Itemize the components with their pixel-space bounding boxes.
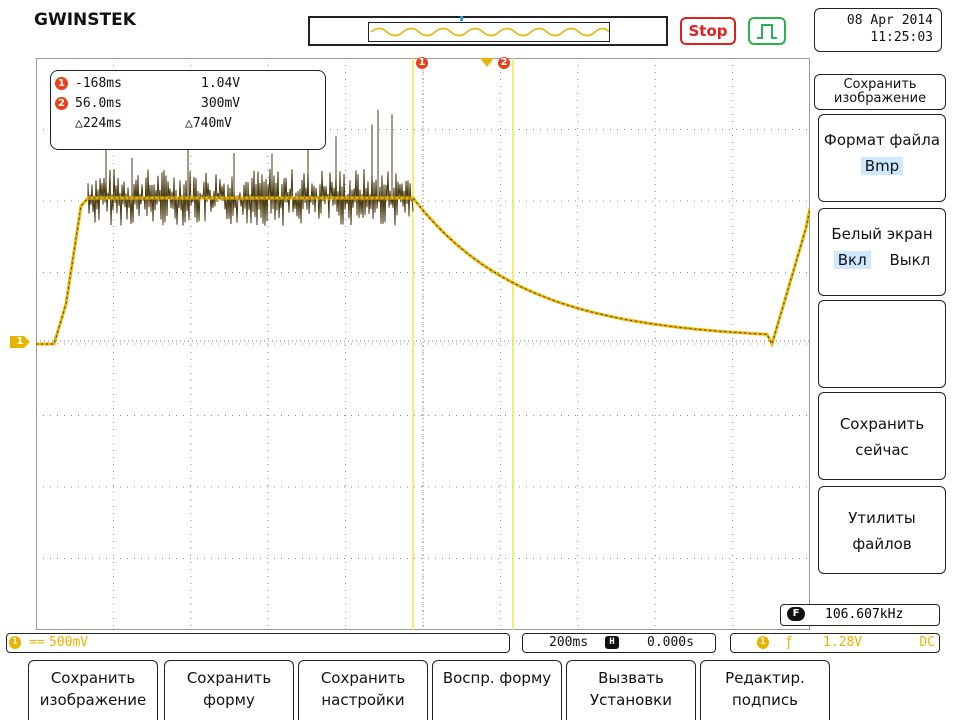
cursor1-top-marker[interactable]: 1 — [416, 57, 428, 69]
save-now-button[interactable]: Сохранить сейчас — [818, 392, 946, 480]
trigger-source-marker: 1 — [757, 636, 769, 649]
memory-overview-bar — [308, 16, 668, 46]
horizontal-position: 0.000s — [647, 635, 694, 650]
bottom-edit-label-button[interactable]: Редактир. подпись — [700, 660, 830, 720]
ch1-scale: 500mV — [49, 635, 89, 650]
frequency-counter: F 106.607kHz — [780, 604, 940, 626]
cursor2-badge: 2 — [55, 97, 68, 110]
run-stop-status[interactable]: Stop — [680, 17, 736, 45]
cursor1-readout: 1 -168ms 1.04V — [51, 75, 325, 93]
side-menu-title: Сохранить изображение — [814, 74, 946, 110]
waveform-display[interactable] — [36, 58, 812, 630]
file-format-button[interactable]: Формат файла Bmp — [818, 114, 946, 202]
date-time-display: 08 Apr 2014 11:25:03 — [814, 8, 942, 52]
timebase-value: 200ms — [549, 635, 589, 650]
white-screen-off: Выкл — [889, 251, 931, 269]
cursor1-voltage: 1.04V — [201, 76, 241, 91]
file-format-label: Формат файла — [823, 131, 941, 149]
cursor-measurement-panel: 1 -168ms 1.04V 2 56.0ms 300mV △224ms △74… — [50, 70, 326, 150]
cursor1-badge: 1 — [55, 77, 68, 90]
delta-time: △224ms — [75, 116, 122, 131]
status-bar: 1 == 500mV 200ms H 0.000s 1 ƒ 1.28V DC — [0, 632, 962, 656]
white-screen-label: Белый экран — [831, 225, 933, 243]
save-now-label: Сохранить сейчас — [839, 415, 925, 459]
trigger-slope-icon: ƒ — [785, 635, 793, 650]
white-screen-on: Вкл — [833, 251, 871, 269]
frequency-icon: F — [787, 607, 805, 621]
file-format-value: Bmp — [860, 157, 904, 175]
trigger-box[interactable]: 1 ƒ 1.28V DC — [730, 633, 940, 653]
file-utilities-label: Утилиты файлов — [848, 509, 916, 553]
white-screen-button[interactable]: Белый экран Вкл Выкл — [818, 208, 946, 296]
brand-logo: GWINSTEK — [34, 10, 136, 30]
delta-voltage: △740mV — [185, 116, 232, 131]
ch1-coupling: == — [29, 635, 45, 650]
overview-waveform — [370, 27, 609, 37]
ch1-ground-marker[interactable]: 1 — [10, 336, 30, 348]
frequency-value: 106.607kHz — [825, 607, 904, 622]
cursor2-readout: 2 56.0ms 300mV — [51, 95, 325, 113]
cursor2-time: 56.0ms — [75, 96, 122, 111]
trigger-coupling: DC — [919, 635, 935, 650]
ch1-scale-box[interactable]: 1 == 500mV — [6, 633, 510, 653]
trigger-position-marker[interactable] — [480, 58, 494, 67]
waveform-svg — [36, 58, 812, 630]
cursor2-top-marker[interactable]: 2 — [498, 57, 510, 69]
ch1-status-marker: 1 — [9, 636, 21, 649]
bottom-recall-setup-button[interactable]: Вызвать Установки — [566, 660, 696, 720]
bottom-recall-waveform-button[interactable]: Воспр. форму — [432, 660, 562, 720]
bottom-save-image-button[interactable]: Сохранить изображение — [28, 660, 158, 720]
delta-readout: △224ms △740mV — [51, 115, 325, 133]
cursor1-time: -168ms — [75, 76, 122, 91]
overview-trigger-marker — [460, 16, 463, 21]
trigger-run-icon — [748, 17, 786, 45]
file-utilities-button[interactable]: Утилиты файлов — [818, 486, 946, 574]
time-text: 11:25:03 — [870, 30, 933, 45]
cursor2-voltage: 300mV — [201, 96, 241, 111]
side-blank-button[interactable] — [818, 300, 946, 388]
overview-window — [368, 22, 610, 42]
timebase-box[interactable]: 200ms H 0.000s — [522, 633, 716, 653]
date-text: 08 Apr 2014 — [846, 13, 933, 28]
trigger-level: 1.28V — [823, 635, 863, 650]
bottom-save-setup-button[interactable]: Сохранить настройки — [298, 660, 428, 720]
bottom-save-waveform-button[interactable]: Сохранить форму — [164, 660, 294, 720]
horizontal-icon: H — [605, 636, 619, 649]
waveform-trace — [36, 196, 812, 349]
